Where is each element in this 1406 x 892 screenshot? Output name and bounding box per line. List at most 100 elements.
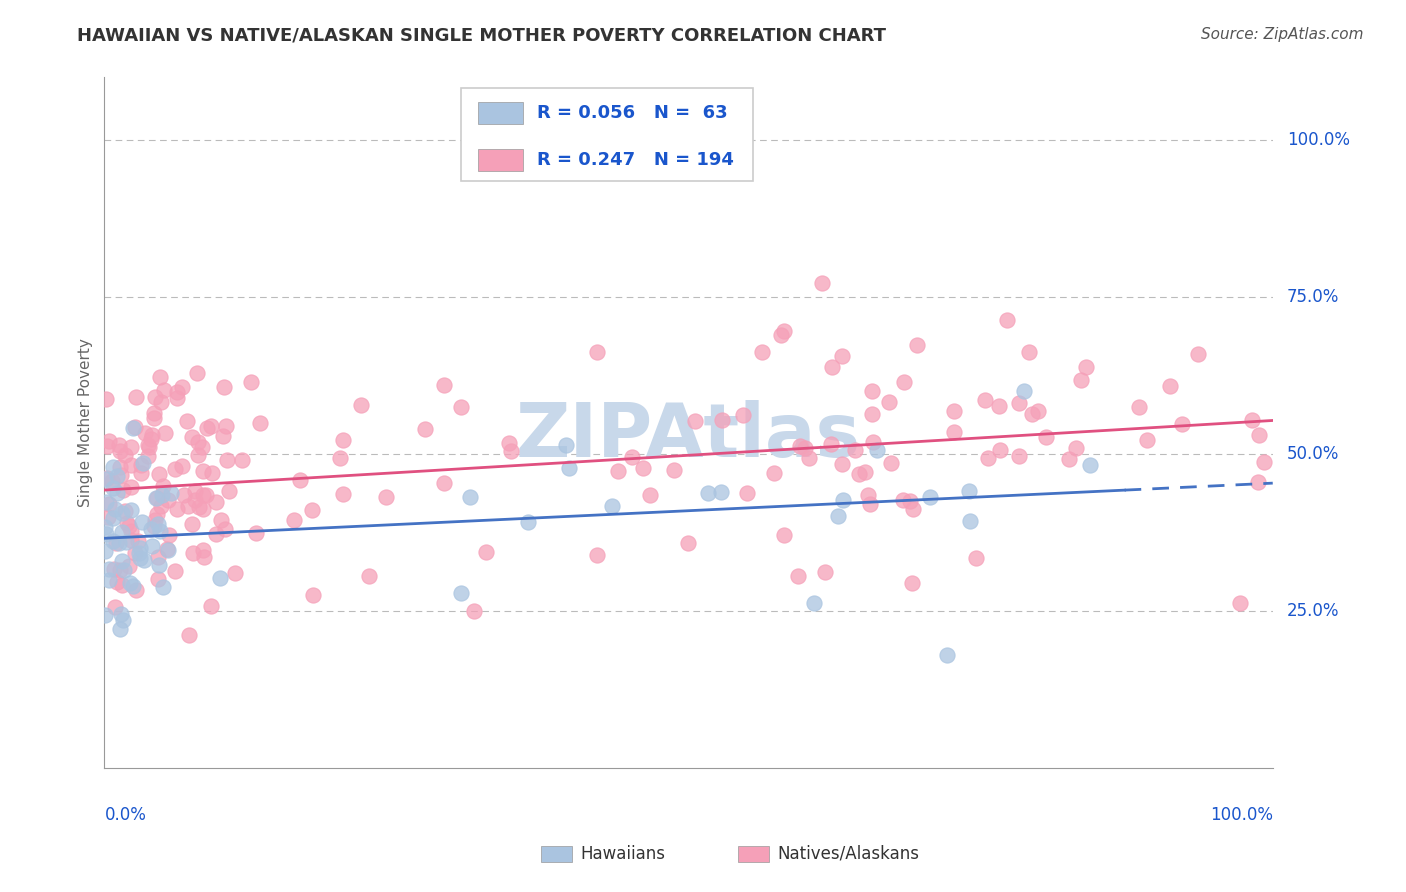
Point: [110, 506, 132, 520]
Point: [965, 551, 987, 566]
Point: [859, 497, 882, 511]
Point: [224, 566, 246, 581]
Point: [177, 628, 200, 642]
Point: [132, 552, 155, 566]
Point: [105, 468, 128, 483]
Point: [120, 503, 142, 517]
Point: [474, 545, 496, 559]
Point: [1008, 450, 1031, 464]
Point: [131, 516, 153, 530]
Point: [877, 395, 900, 409]
Point: [98, 573, 121, 587]
Point: [132, 456, 155, 470]
Point: [110, 443, 132, 458]
Point: [184, 483, 207, 498]
Text: 25.0%: 25.0%: [1286, 602, 1340, 620]
Point: [555, 438, 578, 452]
Point: [201, 467, 224, 481]
Point: [936, 648, 959, 662]
Point: [787, 569, 810, 583]
Point: [959, 514, 981, 528]
Point: [763, 467, 786, 481]
Point: [974, 392, 997, 407]
Point: [1253, 455, 1275, 469]
Point: [1078, 458, 1101, 473]
Point: [988, 442, 1011, 457]
Point: [101, 460, 124, 475]
Point: [120, 441, 142, 455]
Point: [172, 380, 194, 394]
Point: [146, 508, 169, 522]
Point: [155, 541, 177, 556]
Point: [751, 344, 773, 359]
Point: [891, 492, 914, 507]
Point: [860, 407, 883, 421]
Point: [166, 391, 188, 405]
Point: [124, 420, 146, 434]
Point: [153, 383, 176, 397]
Point: [138, 440, 160, 454]
Point: [136, 438, 159, 452]
Point: [146, 491, 169, 505]
Point: [773, 527, 796, 541]
Point: [733, 409, 755, 423]
Point: [120, 458, 142, 473]
Point: [1074, 359, 1097, 374]
Point: [143, 391, 166, 405]
Point: [159, 486, 181, 500]
Point: [124, 546, 146, 560]
Point: [831, 349, 853, 363]
Point: [770, 328, 793, 343]
Point: [585, 345, 607, 359]
Point: [114, 535, 136, 549]
Point: [125, 390, 148, 404]
Point: [94, 472, 117, 486]
Point: [105, 485, 128, 500]
Point: [374, 491, 396, 505]
Point: [249, 416, 271, 430]
Point: [1026, 404, 1049, 418]
Point: [1035, 430, 1057, 444]
Point: [1187, 347, 1209, 361]
Point: [1014, 384, 1036, 398]
Point: [209, 513, 232, 527]
Point: [152, 580, 174, 594]
Point: [942, 425, 965, 440]
Point: [900, 576, 922, 591]
Point: [862, 434, 884, 449]
Point: [115, 516, 138, 531]
Point: [827, 508, 849, 523]
Point: [101, 475, 124, 489]
Point: [463, 604, 485, 618]
Point: [150, 395, 173, 409]
Point: [638, 488, 661, 502]
Point: [814, 565, 837, 579]
Point: [200, 599, 222, 614]
Point: [711, 413, 734, 427]
FancyBboxPatch shape: [541, 846, 572, 862]
Point: [860, 384, 883, 399]
Point: [586, 548, 609, 562]
Point: [288, 473, 311, 487]
Point: [301, 503, 323, 517]
Point: [283, 514, 305, 528]
Point: [880, 456, 903, 470]
Point: [127, 534, 149, 549]
Point: [120, 533, 142, 548]
Point: [143, 514, 166, 528]
Point: [108, 459, 131, 474]
Point: [165, 564, 187, 578]
Point: [129, 466, 152, 480]
Point: [413, 422, 436, 436]
Point: [683, 414, 706, 428]
Point: [121, 421, 143, 435]
FancyBboxPatch shape: [738, 846, 769, 862]
Point: [831, 492, 853, 507]
Point: [118, 559, 141, 574]
Point: [184, 492, 207, 507]
Point: [129, 458, 152, 472]
Point: [166, 502, 188, 516]
Text: 0.0%: 0.0%: [104, 805, 146, 823]
Point: [98, 434, 121, 448]
Point: [105, 535, 128, 549]
